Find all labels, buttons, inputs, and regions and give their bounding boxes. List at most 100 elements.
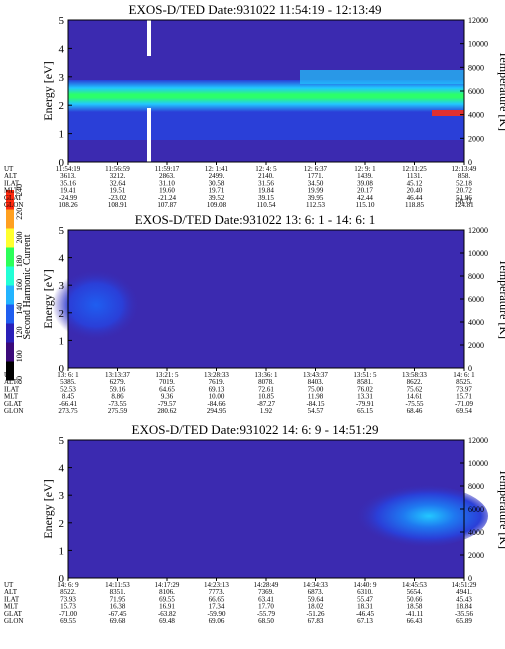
table-cell: 1131. [407, 172, 423, 180]
colorbar-swatch [6, 342, 14, 362]
y2-tick-label: 4000 [468, 318, 484, 327]
table-row-label: GLON [4, 617, 23, 625]
table-cell: 55.47 [357, 595, 373, 603]
table-row-label: ILAT [4, 385, 20, 393]
table-cell: -24.99 [59, 194, 78, 202]
table-cell: 64.65 [159, 385, 175, 393]
table-cell: 52.18 [456, 179, 472, 187]
y-tick-label: 5 [59, 435, 65, 447]
y2-tick-label: 2000 [468, 341, 484, 350]
table-cell: 858. [458, 172, 471, 180]
table-cell: 51.96 [456, 194, 472, 202]
table-cell: 67.83 [308, 617, 324, 625]
table-cell: -23.02 [108, 194, 127, 202]
table-cell: 4941. [456, 588, 472, 596]
table-cell: -59.90 [207, 610, 226, 618]
panel-2-ylabel: Energy [eV] [41, 269, 55, 328]
table-cell: 12: 9: 1 [354, 165, 376, 173]
table-cell: 7619. [209, 378, 225, 386]
table-cell: 1771. [308, 172, 324, 180]
table-cell: 11:59:17 [155, 165, 180, 173]
table-cell: 8622. [407, 378, 423, 386]
table-cell: 11:56:59 [105, 165, 130, 173]
table-cell: 8106. [159, 588, 175, 596]
table-cell: 39.52 [209, 194, 225, 202]
colorbar-swatch [6, 361, 14, 381]
table-cell: 15.71 [456, 393, 472, 401]
panel-3: EXOS-D/TED Date:931022 14: 6: 9 - 14:51:… [4, 422, 505, 625]
table-cell: 8078. [258, 378, 274, 386]
y-tick-label: 2 [59, 518, 65, 530]
table-cell: 109.08 [207, 201, 227, 209]
table-row-label: GLON [4, 407, 23, 415]
table-cell: 7369. [258, 588, 274, 596]
table-cell: 20.17 [357, 187, 373, 195]
table-cell: 12: 4: 5 [255, 165, 277, 173]
panel-1: EXOS-D/TED Date:931022 11:54:19 - 12:13:… [4, 2, 505, 209]
y2-tick-label: 0 [468, 574, 472, 583]
y2-tick-label: 6000 [468, 505, 484, 514]
table-cell: 72.61 [258, 385, 274, 393]
colorbar-tick-label: 160 [15, 279, 24, 291]
table-cell: 20.72 [456, 187, 472, 195]
table-cell: 19.60 [159, 187, 175, 195]
table-cell: 10.00 [209, 393, 225, 401]
table-cell: -79.91 [356, 400, 375, 408]
table-cell: 3613. [60, 172, 76, 180]
table-cell: 18.31 [357, 603, 373, 611]
table-cell: 115.10 [356, 201, 375, 209]
table-cell: 76.02 [357, 385, 373, 393]
table-cell: 59.64 [308, 595, 324, 603]
table-cell: 13:13:37 [105, 371, 130, 379]
panel-1-red-patch [432, 110, 464, 116]
table-cell: 69.68 [110, 617, 126, 625]
panel-3-y-ticks: 0 1 2 3 4 5 [59, 435, 72, 585]
table-cell: 69.55 [60, 617, 76, 625]
table-cell: 14:17:29 [155, 581, 180, 589]
table-cell: 39.08 [357, 179, 373, 187]
y-tick-label: 4 [59, 253, 65, 265]
table-cell: 31.56 [258, 179, 274, 187]
table-cell: 5385. [60, 378, 76, 386]
table-cell: 13:21: 5 [155, 371, 179, 379]
table-cell: -71.00 [59, 610, 78, 618]
panel-1-band-right [300, 70, 464, 84]
table-cell: 65.15 [357, 407, 373, 415]
colorbar-tick-label: 80 [15, 376, 24, 384]
table-cell: -63.82 [158, 610, 177, 618]
table-cell: 19.84 [258, 187, 274, 195]
table-cell: 9.36 [161, 393, 174, 401]
table-cell: 73.97 [456, 385, 472, 393]
table-cell: 63.41 [258, 595, 274, 603]
table-row-label: ALT [4, 588, 18, 596]
table-row-label: MLT [4, 603, 19, 611]
table-cell: 18.84 [456, 603, 472, 611]
colorbar-tick-label: 140 [15, 303, 24, 315]
table-row-label: GLAT [4, 194, 23, 202]
table-cell: 14.61 [407, 393, 423, 401]
table-cell: 52.53 [60, 385, 76, 393]
y2-tick-label: 0 [468, 364, 472, 373]
table-cell: 30.58 [209, 179, 225, 187]
table-cell: 14:45:53 [402, 581, 427, 589]
y-tick-label: 0 [59, 363, 65, 375]
table-cell: 8581. [357, 378, 373, 386]
table-cell: 18.02 [308, 603, 324, 611]
panel-2-title: EXOS-D/TED Date:931022 13: 6: 1 - 14: 6:… [135, 212, 375, 227]
table-cell: 20.40 [407, 187, 423, 195]
table-cell: 8351. [110, 588, 126, 596]
table-row-label: ILAT [4, 595, 20, 603]
y2-tick-label: 8000 [468, 63, 484, 72]
y2-tick-label: 0 [468, 158, 472, 167]
table-cell: -87.27 [257, 400, 276, 408]
table-cell: 14: 6: 9 [57, 581, 79, 589]
table-row-label: UT [4, 371, 14, 379]
table-cell: 69.48 [159, 617, 175, 625]
table-cell: -84.66 [207, 400, 226, 408]
y-tick-label: 0 [59, 573, 65, 585]
y-tick-label: 1 [59, 129, 65, 141]
table-cell: 42.44 [357, 194, 373, 202]
